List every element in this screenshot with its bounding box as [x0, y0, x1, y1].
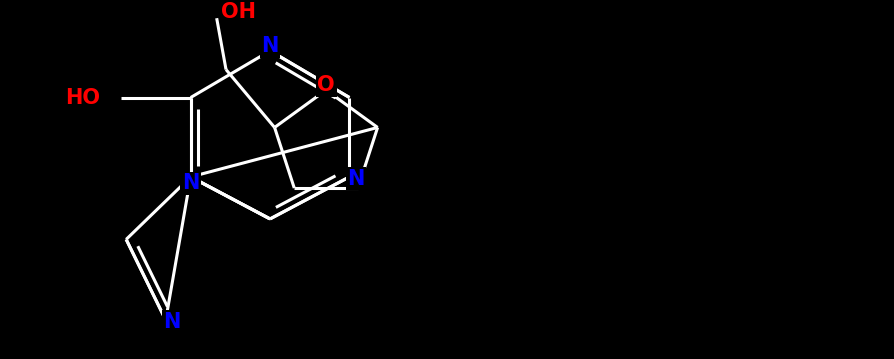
Text: N: N: [347, 169, 364, 189]
Text: N: N: [261, 36, 278, 56]
Text: O: O: [317, 75, 334, 95]
Text: OH: OH: [221, 2, 256, 22]
Text: N: N: [164, 312, 181, 332]
Text: N: N: [181, 173, 199, 194]
Text: HO: HO: [65, 88, 100, 107]
